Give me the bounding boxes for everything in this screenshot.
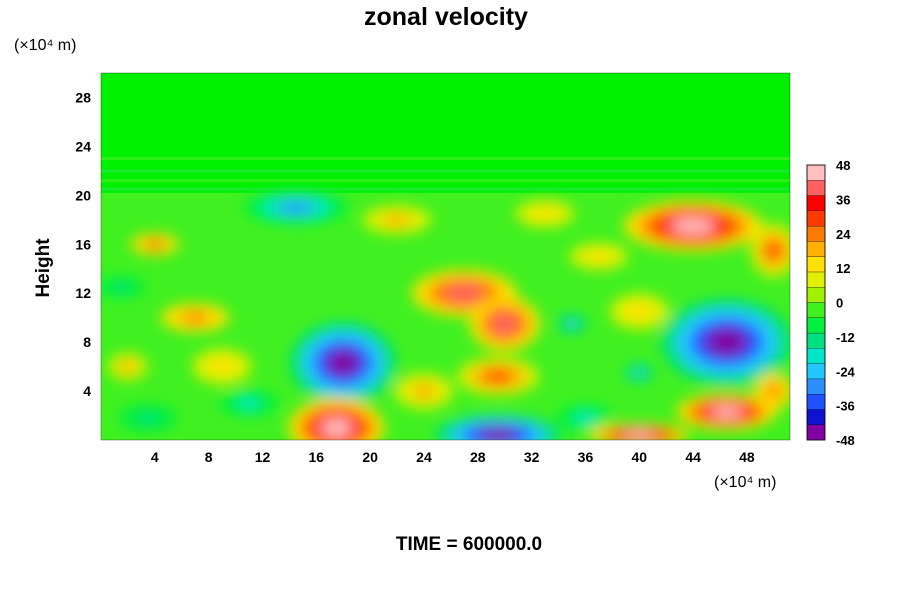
heatmap-anomaly-8-level-2 [135,412,161,424]
colorbar [806,164,826,441]
heatmap-anomaly-22-level-2 [411,383,437,399]
y-tick-label: 20 [75,187,91,203]
heatmap-anomaly-17-level-2 [181,311,210,324]
x-tick-label: 4 [151,449,159,465]
heatmap-field [101,190,790,440]
colorbar-segment [806,241,826,257]
x-tick-label: 48 [739,449,755,465]
colorbar-segment [806,394,826,410]
heatmap-anomaly-6-level-2 [565,320,579,328]
heatmap-anomaly-0-level-4 [326,349,361,377]
heatmap-anomaly-3-level-4 [477,428,519,440]
heatmap-anomaly-21-level-2 [532,208,558,220]
colorbar-segment [806,195,826,211]
y-axis-unit-label: (×10⁴ m) [14,37,76,54]
colorbar-segment [806,225,826,242]
colorbar-segment [806,348,826,364]
heatmap-anomaly-23-level-2 [210,359,235,374]
colorbar-frame [806,164,826,441]
chart-title: zonal velocity [364,3,528,31]
heatmap-anomaly-13-level-3 [483,369,513,383]
colorbar-segment [806,317,826,334]
colorbar-segment [806,409,826,425]
time-label: TIME = 600000.0 [396,534,542,555]
heatmap-anomaly-7-level-2 [633,369,646,377]
heatmap-anomaly-16-level-4 [623,431,656,439]
heatmap-anomaly-4-level-2 [236,397,262,409]
heatmap-anomaly-20-level-2 [382,213,412,226]
y-tick-label: 8 [83,334,91,350]
x-tick-label: 24 [416,449,432,465]
colorbar-tick-label: 12 [836,261,850,276]
heatmap-anomaly-12-level-3 [492,314,517,334]
wave-band-2 [101,169,790,173]
x-tick-label: 8 [205,449,213,465]
colorbar-segment [806,424,826,441]
x-tick-label: 28 [470,449,486,465]
x-tick-label: 32 [524,449,540,465]
heatmap-plot-area [101,73,790,440]
y-axis-title: Height [33,238,54,298]
wave-band-0 [101,187,790,191]
colorbar-tick-label: 0 [836,296,843,311]
wave-band-1 [101,179,790,183]
heatmap-anomaly-19-level-3 [765,241,782,260]
colorbar-tick-label: 24 [836,227,851,242]
colorbar-tick-label: -12 [836,330,855,345]
colorbar-tick-label: -36 [836,399,855,414]
x-tick-label: 40 [631,449,647,465]
colorbar-tick-label: -48 [836,433,855,448]
heatmap-anomaly-18-level-2 [144,239,165,249]
x-axis-ticks: 4 8 12 16 20 24 28 32 36 40 44 48 [151,449,755,465]
y-tick-label: 12 [75,285,91,301]
heatmap-anomaly-2-level-3 [277,201,315,214]
heatmap-anomaly-5-level-2 [573,412,598,424]
heatmap-anomaly-25-level-2 [627,304,652,319]
colorbar-segment [806,332,826,349]
colorbar-segment [806,287,826,303]
colorbar-segment [806,302,826,318]
heatmap-anomaly-15-level-4 [710,405,743,418]
heatmap-anomaly-26-level-2 [586,250,612,263]
y-tick-label: 16 [75,236,91,252]
heatmap-wave-bands [101,157,790,191]
wave-band-3 [101,157,790,161]
y-tick-label: 24 [75,138,91,154]
heatmap-anomaly-11-level-3 [446,285,483,302]
y-tick-label: 28 [75,89,91,105]
colorbar-segment [806,210,826,227]
heatmap-anomaly-27-level-2 [765,383,782,399]
x-tick-label: 20 [362,449,378,465]
y-axis-ticks: 4 8 12 16 20 24 28 [75,89,91,399]
x-tick-label: 36 [578,449,594,465]
colorbar-tick-label: -24 [836,364,856,379]
x-tick-label: 12 [255,449,271,465]
heatmap-anomaly-14-level-4 [670,217,716,234]
heatmap-anomaly-1-level-4 [705,328,748,357]
colorbar-segment [806,363,826,380]
colorbar-segment [806,164,826,181]
colorbar-tick-label: 36 [836,192,850,207]
colorbar-segment [806,271,826,288]
colorbar-tick-label: 48 [836,158,850,173]
heatmap-anomaly-24-level-2 [119,361,136,373]
colorbar-segment [806,378,826,395]
plot-frame [100,72,791,441]
colorbar-tick-labels: 48 36 24 12 0 -12 -24 -36 -48 [836,158,856,448]
x-tick-label: 16 [309,449,325,465]
x-tick-label: 44 [685,449,701,465]
heatmap-anomaly-9-level-2 [111,282,132,292]
x-axis-unit-label: (×10⁴ m) [714,474,776,491]
y-tick-label: 4 [83,383,91,399]
colorbar-segment [806,256,826,273]
colorbar-segment [806,180,826,196]
heatmap-anomaly-10-level-4 [321,418,352,438]
